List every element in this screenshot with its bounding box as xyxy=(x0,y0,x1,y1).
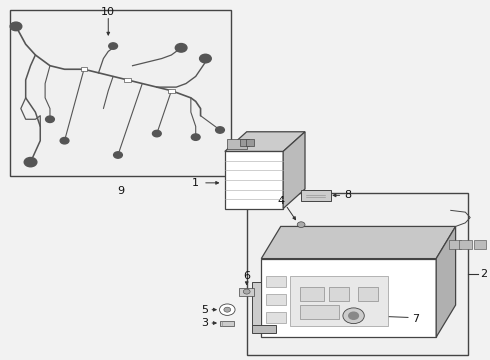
Circle shape xyxy=(114,152,122,158)
Circle shape xyxy=(175,44,187,52)
Circle shape xyxy=(224,307,231,312)
Bar xyxy=(227,139,247,149)
Circle shape xyxy=(216,127,224,133)
Bar xyxy=(245,139,254,145)
Bar xyxy=(266,294,286,305)
Circle shape xyxy=(220,304,235,315)
Bar xyxy=(240,288,254,296)
Polygon shape xyxy=(436,226,456,337)
Bar xyxy=(474,240,486,249)
Bar xyxy=(291,276,388,327)
Text: 1: 1 xyxy=(192,178,199,188)
Bar xyxy=(10,10,231,176)
Polygon shape xyxy=(225,132,305,152)
Text: 7: 7 xyxy=(412,314,419,324)
Text: 6: 6 xyxy=(243,271,250,281)
Text: 5: 5 xyxy=(201,305,208,315)
Bar xyxy=(266,312,286,323)
Bar xyxy=(241,139,249,145)
FancyBboxPatch shape xyxy=(301,190,331,201)
Circle shape xyxy=(46,116,54,122)
Text: 2: 2 xyxy=(480,269,487,279)
Bar xyxy=(359,287,378,301)
Circle shape xyxy=(60,138,69,144)
Bar xyxy=(225,152,283,208)
Bar xyxy=(266,276,286,287)
Bar xyxy=(449,240,462,249)
Circle shape xyxy=(10,22,22,31)
Bar xyxy=(460,240,472,249)
Text: 3: 3 xyxy=(201,318,208,328)
Text: 9: 9 xyxy=(117,186,124,196)
Circle shape xyxy=(349,312,359,319)
Bar xyxy=(300,287,324,301)
Circle shape xyxy=(343,308,364,324)
Polygon shape xyxy=(261,226,456,258)
Text: 4: 4 xyxy=(277,197,284,206)
Circle shape xyxy=(297,222,305,228)
Bar xyxy=(80,67,87,71)
Circle shape xyxy=(191,134,200,140)
Bar xyxy=(300,305,339,319)
Bar xyxy=(246,193,468,355)
Text: 8: 8 xyxy=(344,190,351,201)
Bar xyxy=(168,89,175,93)
Bar xyxy=(261,258,436,337)
Circle shape xyxy=(199,54,211,63)
Bar xyxy=(124,78,131,82)
Polygon shape xyxy=(251,282,261,325)
Polygon shape xyxy=(251,325,276,333)
Bar xyxy=(220,320,234,325)
Circle shape xyxy=(24,157,37,167)
Polygon shape xyxy=(283,132,305,208)
Text: 10: 10 xyxy=(101,7,115,17)
Circle shape xyxy=(152,130,161,137)
Bar xyxy=(329,287,349,301)
Circle shape xyxy=(244,289,250,294)
Circle shape xyxy=(109,43,118,49)
